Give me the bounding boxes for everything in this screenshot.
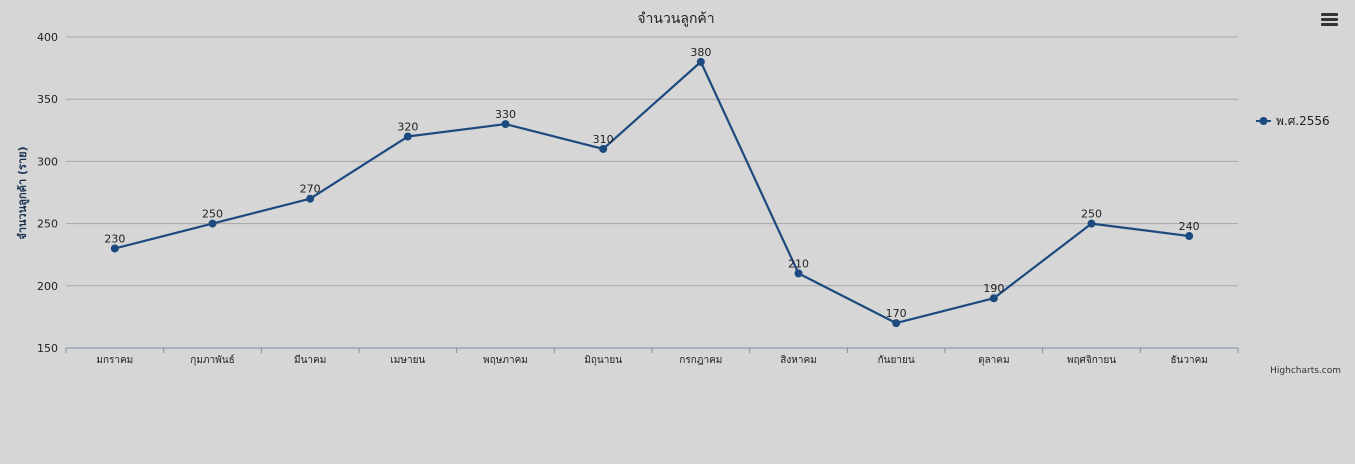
y-tick-label: 300	[37, 155, 58, 168]
data-point[interactable]	[110, 244, 119, 253]
x-tick-label: พฤษภาคม	[483, 355, 528, 366]
chart-title: จำนวนลูกค้า	[637, 11, 714, 27]
y-axis-ticks: 150 200 250 300 350 400	[37, 31, 58, 355]
data-point[interactable]	[989, 294, 998, 303]
x-tick-label: กันยายน	[878, 355, 915, 366]
series-group	[110, 57, 1194, 328]
data-label: 250	[1081, 208, 1102, 221]
y-tick-label: 150	[37, 342, 58, 355]
data-point[interactable]	[794, 269, 803, 278]
y-tick-label: 350	[37, 93, 58, 106]
data-label: 170	[886, 307, 907, 320]
data-point[interactable]	[1087, 219, 1096, 228]
data-point[interactable]	[892, 319, 901, 328]
data-label: 310	[593, 133, 614, 146]
credits-link[interactable]: Highcharts.com	[1270, 366, 1341, 376]
x-tick-label: สิงหาคม	[780, 355, 816, 366]
x-axis-ticks: มกราคม กุมภาพันธ์ มีนาคม เมษายน พฤษภาคม มิถุน…	[96, 354, 1208, 366]
legend-point-marker	[1259, 117, 1268, 125]
data-label: 270	[300, 183, 321, 196]
data-point[interactable]	[696, 57, 705, 66]
x-tick-label: ตุลาคม	[978, 355, 1010, 366]
data-label: 210	[788, 257, 809, 270]
grid-lines	[66, 36, 1238, 287]
legend-label[interactable]: พ.ศ.2556	[1276, 114, 1330, 128]
hamburger-menu-icon[interactable]	[1318, 8, 1342, 30]
data-label: 190	[983, 282, 1004, 295]
data-labels: 230 250 270 320 330 310 380 210 170 190 250 240	[104, 46, 1199, 320]
data-point[interactable]	[306, 194, 315, 203]
data-point[interactable]	[208, 219, 217, 228]
data-point[interactable]	[599, 144, 608, 153]
x-tick-label: มิถุนายน	[584, 355, 622, 366]
data-point[interactable]	[403, 132, 412, 141]
x-axis	[65, 347, 1239, 353]
x-tick-label: กุมภาพันธ์	[190, 354, 234, 366]
y-axis-label: จำนวนลูกค้า (ราย)	[16, 146, 30, 239]
series-line	[114, 60, 1190, 325]
x-tick-label: มีนาคม	[294, 354, 326, 366]
data-point[interactable]	[501, 120, 510, 129]
data-label: 320	[397, 121, 418, 134]
x-tick-label: เมษายน	[390, 355, 425, 366]
x-tick-label: ธันวาคม	[1170, 355, 1207, 366]
data-label: 330	[495, 108, 516, 121]
data-label: 380	[690, 46, 711, 59]
data-point[interactable]	[1185, 232, 1194, 241]
data-label: 250	[202, 208, 223, 221]
x-tick-label: กรกฎาคม	[679, 355, 722, 366]
y-tick-label: 250	[37, 218, 58, 231]
y-tick-label: 200	[37, 280, 58, 293]
legend[interactable]: พ.ศ.2556	[1256, 114, 1330, 128]
data-label: 240	[1179, 220, 1200, 233]
data-label: 230	[104, 232, 125, 245]
x-tick-label: มกราคม	[96, 355, 133, 366]
x-tick-label: พฤศจิกายน	[1067, 355, 1116, 366]
y-tick-label: 400	[37, 31, 58, 44]
